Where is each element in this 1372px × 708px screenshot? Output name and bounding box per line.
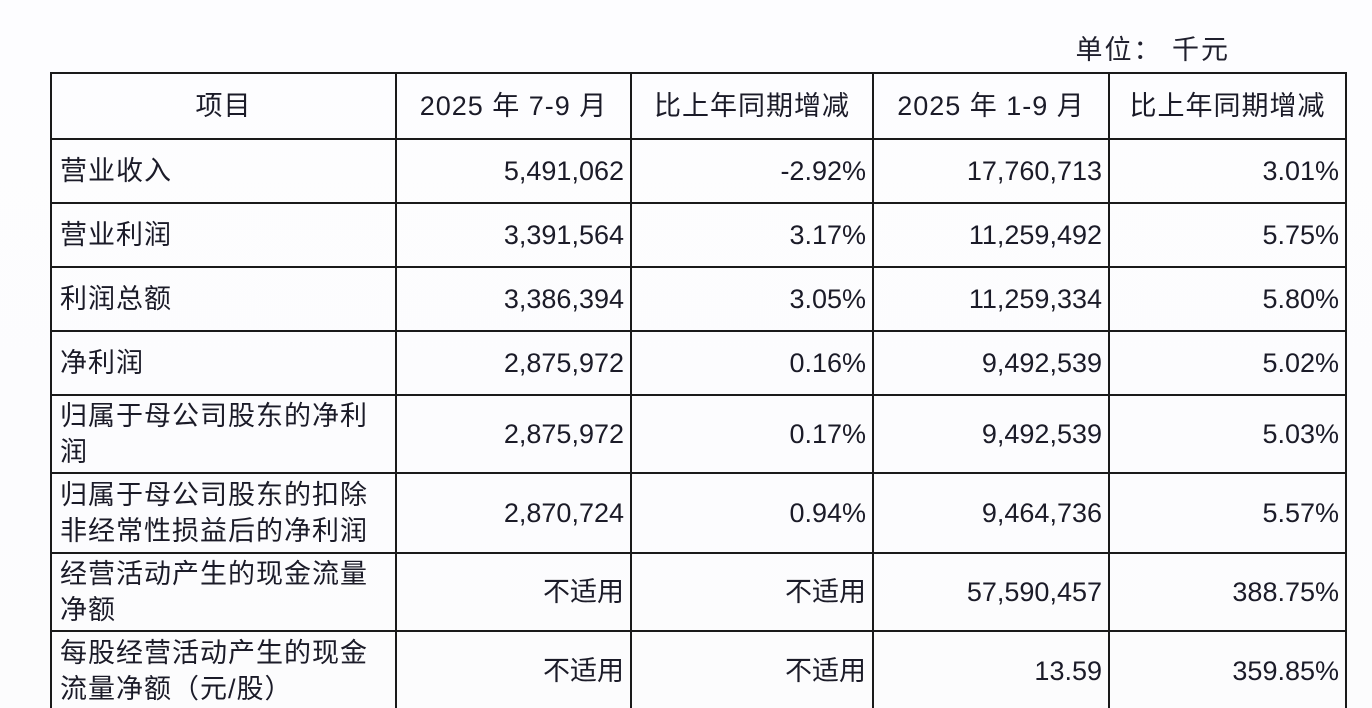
cell-item: 营业利润: [50, 202, 397, 268]
table-header-row: 项目 2025 年 7-9 月 比上年同期增减 2025 年 1-9 月 比上年…: [50, 72, 1347, 140]
cell-item: 归属于母公司股东的净利润: [50, 394, 397, 474]
cell-ytd-change: 5.03%: [1108, 394, 1347, 474]
cell-item: 经营活动产生的现金流量净额: [50, 552, 397, 632]
cell-q3-change: 不适用: [630, 552, 874, 632]
cell-ytd-value: 57,590,457: [872, 552, 1110, 632]
financial-results-table: 项目 2025 年 7-9 月 比上年同期增减 2025 年 1-9 月 比上年…: [50, 72, 1347, 708]
cell-item: 营业收入: [50, 138, 397, 204]
cell-ytd-change: 359.85%: [1108, 630, 1347, 708]
header-ytd-change: 比上年同期增减: [1108, 72, 1347, 140]
cell-q3-change: -2.92%: [630, 138, 874, 204]
cell-q3-value: 不适用: [395, 630, 632, 708]
unit-label: 单位： 千元: [1075, 35, 1230, 65]
cell-q3-value: 5,491,062: [395, 138, 632, 204]
cell-q3-value: 3,391,564: [395, 202, 632, 268]
cell-q3-change: 0.16%: [630, 330, 874, 396]
cell-item: 净利润: [50, 330, 397, 396]
table-row-total-profit: 利润总额 3,386,394 3.05% 11,259,334 5.80%: [50, 266, 1347, 332]
table-row-revenue: 营业收入 5,491,062 -2.92% 17,760,713 3.01%: [50, 138, 1347, 204]
cell-ytd-change: 388.75%: [1108, 552, 1347, 632]
cell-ytd-value: 11,259,334: [872, 266, 1110, 332]
cell-q3-value: 不适用: [395, 552, 632, 632]
cell-q3-change: 0.17%: [630, 394, 874, 474]
header-q3-period: 2025 年 7-9 月: [395, 72, 632, 140]
cell-ytd-change: 5.02%: [1108, 330, 1347, 396]
cell-ytd-value: 9,492,539: [872, 330, 1110, 396]
table-row-net-profit-parent: 归属于母公司股东的净利润 2,875,972 0.17% 9,492,539 5…: [50, 394, 1347, 474]
header-item: 项目: [50, 72, 397, 140]
header-q3-change: 比上年同期增减: [630, 72, 874, 140]
cell-ytd-change: 5.57%: [1108, 472, 1347, 554]
cell-q3-change: 不适用: [630, 630, 874, 708]
cell-ytd-value: 9,464,736: [872, 472, 1110, 554]
cell-q3-value: 2,875,972: [395, 394, 632, 474]
cell-item: 利润总额: [50, 266, 397, 332]
cell-ytd-value: 17,760,713: [872, 138, 1110, 204]
table-row-operating-cash-flow: 经营活动产生的现金流量净额 不适用 不适用 57,590,457 388.75%: [50, 552, 1347, 632]
header-ytd-period: 2025 年 1-9 月: [872, 72, 1110, 140]
cell-ytd-change: 5.80%: [1108, 266, 1347, 332]
table-row-net-profit-excl-nonrecurring: 归属于母公司股东的扣除非经常性损益后的净利润 2,870,724 0.94% 9…: [50, 472, 1347, 554]
cell-ytd-value: 13.59: [872, 630, 1110, 708]
cell-q3-change: 3.17%: [630, 202, 874, 268]
table-row-net-profit: 净利润 2,875,972 0.16% 9,492,539 5.02%: [50, 330, 1347, 396]
cell-q3-value: 2,875,972: [395, 330, 632, 396]
cell-q3-value: 2,870,724: [395, 472, 632, 554]
cell-ytd-change: 5.75%: [1108, 202, 1347, 268]
cell-ytd-value: 11,259,492: [872, 202, 1110, 268]
cell-q3-change: 3.05%: [630, 266, 874, 332]
table-row-cash-flow-per-share: 每股经营活动产生的现金流量净额（元/股） 不适用 不适用 13.59 359.8…: [50, 630, 1347, 708]
table-row-operating-profit: 营业利润 3,391,564 3.17% 11,259,492 5.75%: [50, 202, 1347, 268]
cell-q3-value: 3,386,394: [395, 266, 632, 332]
cell-item: 每股经营活动产生的现金流量净额（元/股）: [50, 630, 397, 708]
cell-q3-change: 0.94%: [630, 472, 874, 554]
cell-ytd-change: 3.01%: [1108, 138, 1347, 204]
cell-item: 归属于母公司股东的扣除非经常性损益后的净利润: [50, 472, 397, 554]
cell-ytd-value: 9,492,539: [872, 394, 1110, 474]
